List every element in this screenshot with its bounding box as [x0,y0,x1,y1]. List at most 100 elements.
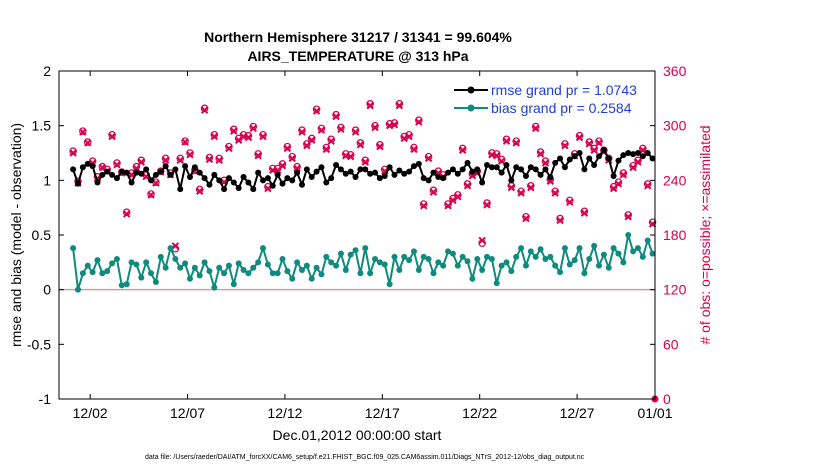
rmse-point [410,163,417,170]
rmse-point [298,181,305,188]
obs-assimilated-point [566,198,574,206]
bias-point [323,253,330,260]
obs-assimilated-stroke [483,201,491,209]
rmse-point [425,177,432,184]
rmse-point [323,179,330,186]
rmse-point [196,169,203,176]
bias-point [240,266,247,273]
bias-point [362,245,369,252]
rmse-point [449,166,456,173]
obs-assimilated-stroke [98,163,107,172]
obs-assimilated-point [288,154,296,163]
obs-assimilated-point [585,140,593,148]
obs-assimilated-point [79,128,87,136]
rmse-point [235,184,242,191]
obs-assimilated-stroke [327,137,335,145]
obs-assimilated-stroke [308,136,316,144]
bias-point [143,259,150,266]
obs-assimilated-stroke [337,125,345,134]
bias-point [401,253,408,260]
rmse-point [162,163,169,170]
rmse-point [547,174,554,181]
chart-title: Northern Hemisphere 31217 / 31341 = 99.6… [204,29,512,45]
bias-point [454,262,461,269]
obs-assimilated-stroke [371,123,379,132]
rmse-point [459,166,466,173]
bias-point [581,270,588,277]
bias-point [415,266,422,273]
obs-assimilated-point [196,187,204,195]
bias-point [230,281,237,288]
obs-assimilated-point [322,145,331,154]
bias-point [308,275,315,282]
rmse-point [634,150,641,156]
rmse-point [333,162,340,169]
bias-point [352,247,359,254]
bias-point [70,245,77,252]
bias-point [576,245,583,252]
rmse-point [362,166,369,173]
obs-assimilated-stroke [463,182,472,190]
bias-point [162,264,169,271]
obs-possible-point [83,138,92,146]
bias-point [430,270,437,277]
legend-bias-label: bias grand pr = 0.2584 [491,100,632,116]
rmse-point [610,172,617,179]
rmse-point [186,174,193,181]
obs-assimilated-stroke [122,210,131,218]
rmse-point [274,171,281,178]
bias-point [133,261,140,268]
obs-assimilated-stroke [312,107,321,115]
rmse-point [493,164,500,171]
y2-axis-label: # of obs: o=possible; ×=assimilated [697,125,713,344]
bias-point [104,268,111,275]
rmse-point [152,171,159,178]
rmse-point [484,162,491,169]
obs-assimilated-point [507,183,516,192]
bias-point [177,264,184,271]
obs-assimilated-stroke [361,158,369,166]
obs-assimilated-point [502,137,511,145]
obs-assimilated-stroke [332,112,340,121]
rmse-point [240,174,247,181]
obs-assimilated-stroke [536,150,545,158]
rmse-point [537,171,544,178]
bias-point [571,257,578,264]
obs-possible-point [79,127,87,135]
obs-assimilated-stroke [424,154,433,163]
obs-assimilated-point [463,182,472,190]
rmse-point [591,162,598,169]
obs-assimilated-point [522,214,530,223]
obs-assimilated-stroke [507,183,516,192]
rmse-point [250,186,257,193]
obs-assimilated-point [249,124,257,133]
bias-point [406,257,413,264]
y2-tick-label: 360 [663,63,687,79]
bias-point [74,286,81,293]
rmse-point [391,171,398,178]
rmse-point [508,177,515,184]
rmse-point [211,171,218,178]
rmse-point [406,168,413,175]
rmse-point [503,162,510,169]
obs-assimilated-stroke [230,127,238,135]
bias-point [527,248,534,255]
obs-assimilated-stroke [137,158,145,166]
rmse-point [284,175,291,182]
obs-assimilated-stroke [69,149,77,157]
obs-assimilated-stroke [531,124,540,133]
bias-point [289,275,296,282]
rmse-point [571,153,578,160]
obs-assimilated-stroke [176,156,184,164]
bias-point [547,253,554,260]
rmse-point [260,177,267,184]
obs-assimilated-stroke [113,161,121,169]
bias-point [488,256,495,263]
y2-tick-label: 120 [663,282,687,298]
obs-assimilated-stroke [196,187,204,195]
bias-point [235,260,242,267]
obs-assimilated-stroke [527,183,535,192]
rmse-point [328,175,335,182]
rmse-point [128,179,135,186]
obs-assimilated-stroke [561,142,569,150]
